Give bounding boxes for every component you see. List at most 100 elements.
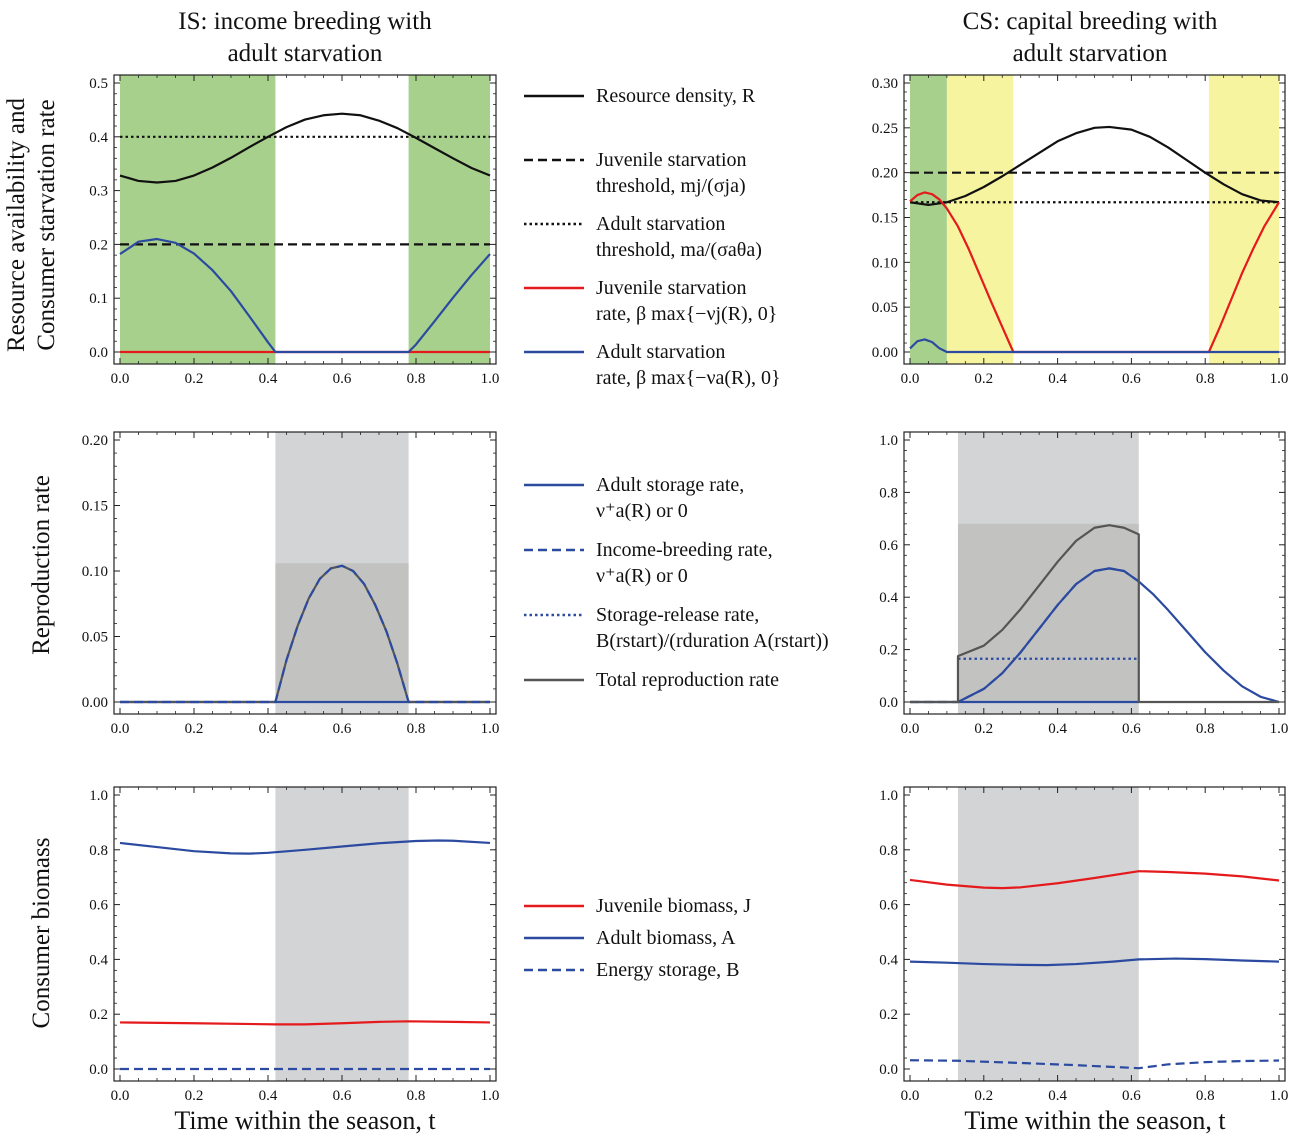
- legend-label-line1: Energy storage, B: [596, 959, 740, 981]
- legend-label: Resource density, R: [596, 83, 896, 109]
- x-tick-label: 0.8: [407, 721, 426, 737]
- y-tick-label: 0.20: [82, 433, 108, 449]
- legend-label-line2: rate, β max{−νa(R), 0}: [596, 367, 781, 389]
- legend-label-line1: Adult biomass, A: [596, 927, 736, 949]
- x-tick-label: 0.0: [901, 721, 920, 737]
- series-line-0: [909, 125, 1280, 207]
- x-tick-label: 0.0: [901, 371, 920, 387]
- legend-label: Adult starvation threshold, ma/(σaθa): [596, 211, 896, 263]
- series-line-4: [910, 524, 1279, 704]
- y-tick-label: 0.30: [872, 76, 898, 92]
- x-tick-label: 0.6: [333, 371, 352, 387]
- x-tick-label: 0.2: [974, 1088, 993, 1104]
- legend-label-line1: Storage-release rate,: [596, 604, 760, 626]
- y-tick-label: 0.05: [82, 630, 108, 646]
- y-tick-label: 0.15: [872, 211, 898, 227]
- x-tick-label: 1.0: [481, 721, 500, 737]
- y-tick-label: 0.25: [872, 121, 898, 137]
- legend-swatch: [524, 483, 584, 487]
- legend-swatch: [524, 548, 584, 552]
- x-tick-label: 0.8: [407, 371, 426, 387]
- legend-swatch: [524, 968, 584, 972]
- legend-label-line1: Total reproduction rate: [596, 669, 779, 691]
- legend-label-line1: Adult storage rate,: [596, 474, 745, 496]
- legend-label: Juvenile starvation rate, β max{−νj(R), 0…: [596, 275, 896, 327]
- legend-label-line2: threshold, mj/(σja): [596, 175, 746, 197]
- x-tick-label: 1.0: [1270, 721, 1289, 737]
- series-line-2: [120, 564, 490, 704]
- series-line-0: [909, 870, 1280, 890]
- series-line-1: [119, 1020, 491, 1026]
- y-tick-label: 0.2: [879, 643, 898, 659]
- x-tick-label: 0.6: [1122, 371, 1141, 387]
- y-tick-label: 0.10: [872, 255, 898, 271]
- y-tick-label: 0.05: [872, 300, 898, 316]
- x-tick-label: 0.6: [1122, 1088, 1141, 1104]
- x-tick-label: 0.8: [407, 1088, 426, 1104]
- legend-swatch: [524, 350, 584, 354]
- band-1: [408, 75, 490, 364]
- x-tick-label: 0.4: [1048, 721, 1067, 737]
- x-tick-label: 0.6: [1122, 721, 1141, 737]
- legend-label-line2: ν⁺a(R) or 0: [596, 565, 688, 587]
- legend-label-line2: B(rstart)/(rduration A(rstart)): [596, 630, 829, 652]
- series-line-0: [119, 112, 491, 184]
- y-tick-label: 0.2: [89, 237, 108, 253]
- x-tick-label: 0.2: [185, 371, 204, 387]
- series-line-3: [909, 191, 1280, 354]
- y-tick-label: 1.0: [879, 788, 898, 804]
- y-tick-label: 0.00: [82, 695, 108, 711]
- x-tick-label: 0.4: [1048, 371, 1067, 387]
- legend-swatch: [524, 94, 584, 98]
- legend-swatch: [524, 286, 584, 290]
- x-tick-label: 1.0: [481, 371, 500, 387]
- right-xlabel: Time within the season, t: [964, 1106, 1226, 1135]
- legend-label-line1: Adult starvation: [596, 213, 726, 235]
- y-tick-label: 0.00: [872, 345, 898, 361]
- x-tick-label: 0.0: [111, 1088, 130, 1104]
- x-tick-label: 0.2: [185, 721, 204, 737]
- y-tick-label: 1.0: [879, 433, 898, 449]
- left-column-title: IS: income breeding with adult starvatio…: [178, 8, 432, 67]
- series-line-0: [119, 839, 491, 855]
- legend-label-line1: Juvenile biomass, J: [596, 895, 751, 917]
- legend-label: Total reproduction rate: [596, 667, 896, 693]
- x-tick-label: 0.4: [259, 1088, 278, 1104]
- y-tick-label: 1.0: [89, 788, 108, 804]
- legend-label: Storage-release rate, B(rstart)/(rduratio…: [596, 602, 896, 654]
- series-line-4: [119, 237, 491, 354]
- y-tick-label: 0.4: [879, 590, 898, 606]
- legend-swatch: [524, 158, 584, 162]
- band-0: [910, 75, 947, 364]
- y-tick-label: 0.6: [879, 898, 898, 914]
- y-tick-label: 0.4: [879, 952, 898, 968]
- y-tick-label: 0.2: [89, 1007, 108, 1023]
- x-tick-label: 0.0: [111, 371, 130, 387]
- y-tick-label: 0.8: [879, 485, 898, 501]
- x-tick-label: 0.8: [1196, 371, 1215, 387]
- y-tick-label: 0.8: [879, 843, 898, 859]
- x-tick-label: 1.0: [1270, 1088, 1289, 1104]
- x-tick-label: 0.2: [974, 371, 993, 387]
- y-tick-label: 0.3: [89, 184, 108, 200]
- x-tick-label: 1.0: [481, 1088, 500, 1104]
- y-tick-label: 0.6: [879, 538, 898, 554]
- x-tick-label: 0.4: [259, 721, 278, 737]
- legend-swatch: [524, 904, 584, 908]
- band-0: [275, 787, 409, 1081]
- y-tick-label: 0.2: [879, 1007, 898, 1023]
- panel-p11: 0.0 0.2 0.4 0.6 0.8 1.0 0.0 0.1 0.2 0.3 0.4 0.5: [89, 74, 500, 387]
- x-tick-label: 0.8: [1196, 721, 1215, 737]
- legend-label: Adult starvation rate, β max{−νa(R), 0}: [596, 339, 896, 391]
- y-tick-label: 0.5: [89, 76, 108, 92]
- legend-swatch: [524, 613, 584, 617]
- panel-p22: 0.0 0.2 0.4 0.6 0.8 1.0 0.0 0.2 0.4 0.6 0.8 1.0: [879, 431, 1289, 737]
- band-1: [946, 75, 1014, 364]
- x-tick-label: 0.6: [333, 1088, 352, 1104]
- legend-label: Energy storage, B: [596, 957, 896, 983]
- legend-swatch: [524, 936, 584, 940]
- x-tick-label: 0.0: [111, 721, 130, 737]
- legend-label: Income-breeding rate, ν⁺a(R) or 0: [596, 537, 896, 589]
